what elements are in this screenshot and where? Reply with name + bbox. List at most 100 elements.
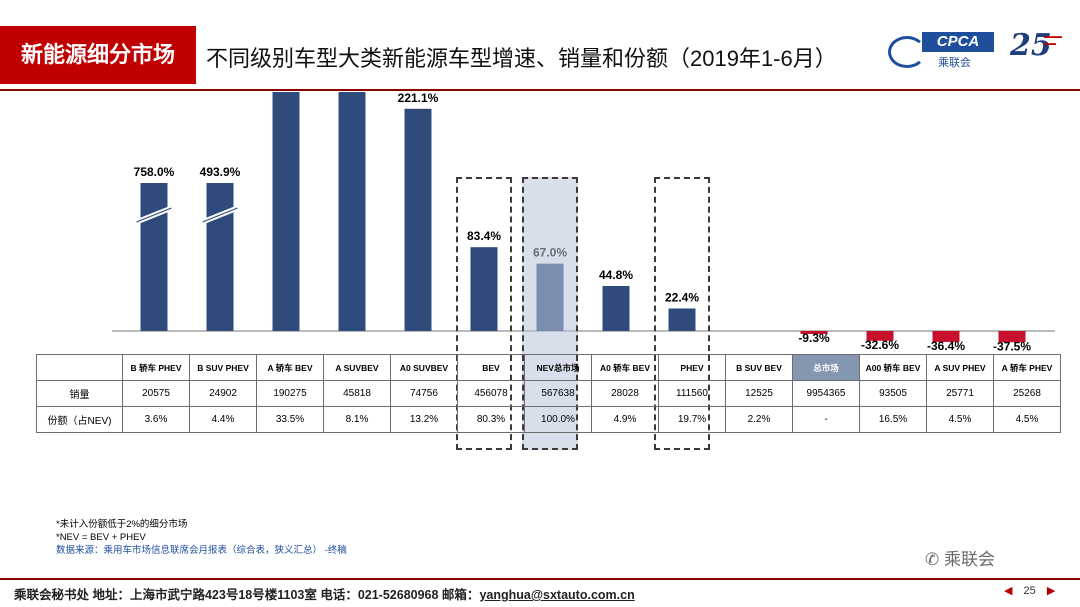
table-cell: 24902 [189,380,257,407]
table-cell: 12525 [725,380,793,407]
header-divider [0,89,1080,91]
table-cell: 4.5% [926,406,994,433]
section-label: 新能源细分市场 [0,26,196,84]
note-nev-definition: *NEV = BEV + PHEV [56,532,146,543]
table-cell: 80.3% [457,406,525,433]
column-header: A 轿车 PHEV [993,354,1061,381]
bar-总市场 [800,331,828,334]
axis-break-mark [136,207,172,223]
table-row: 销量 20575 24902 190275 45818 74756 456078 567638… [36,380,1061,407]
table-cell: 2.2% [725,406,793,433]
column-header: A0 SUVBEV [390,354,458,381]
bar-B 轿车 PHEV [140,183,168,331]
highlight-box-bev [456,177,512,450]
data-label: -36.4% [927,339,965,353]
bar-A SUVBEV [338,92,366,331]
column-header: NEV总市场 [524,354,592,381]
data-label: 44.8% [599,268,633,282]
bar-A 轿车 PHEV [998,331,1026,343]
table-cell: 25268 [993,380,1061,407]
footer-divider [0,578,1080,580]
table-cell: 4.5% [993,406,1061,433]
data-label: 758.0% [134,165,175,179]
data-label: 493.9% [200,165,241,179]
column-header: A00 轿车 BEV [859,354,927,381]
data-label: 83.4% [467,229,501,243]
table-cell: 19.7% [658,406,726,433]
bar-PHEV [668,308,696,331]
note-share-threshold: *未计入份额低于2%的细分市场 [56,519,188,530]
table-cell: 190275 [256,380,324,407]
table-cell: 28028 [591,380,659,407]
growth-bar-chart: 758.0%493.9%272.3%253.3%221.1%83.4%67.0%… [112,92,1055,353]
table-cell: 8.1% [323,406,391,433]
column-header: A 轿车 BEV [256,354,324,381]
slide-title: 不同级别车型大类新能源车型增速、销量和份额（2019年1-6月） [206,46,837,71]
bar-A0 轿车 BEV [602,285,630,331]
column-header: 总市场 [792,354,860,381]
column-header: A SUV PHEV [926,354,994,381]
table-cell: 25771 [926,380,994,407]
pager: ◀ 25 ▶ [1000,584,1059,597]
data-label: -9.3% [798,331,830,345]
table-cell: 9954365 [792,380,860,407]
wechat-watermark: ✆ 乘联会 [925,545,995,570]
table-cell: - [792,406,860,433]
table-header-row: B 轿车 PHEV B SUV PHEV A 轿车 BEV A SUVBEV A0 SU… [36,354,1061,381]
column-header: B 轿车 PHEV [122,354,190,381]
prev-page-button[interactable]: ◀ [1004,585,1013,597]
table-cell: 111560 [658,380,726,407]
table-cell: 4.4% [189,406,257,433]
row-label: 销量 [36,380,123,407]
bar-A 轿车 BEV [272,92,300,331]
axis-break-mark [202,207,238,223]
bar-A0 SUVBEV [404,108,432,332]
header: 新能源细分市场 不同级别车型大类新能源车型增速、销量和份额（2019年1-6月）… [0,0,1080,92]
footer-email[interactable]: yanghua@sxtauto.com.cn [479,588,635,602]
bar-A00 轿车 BEV [866,331,894,341]
data-label: 22.4% [665,290,699,304]
page-number: 25 [1023,585,1036,597]
table-corner-cell [36,354,123,381]
bar-BEV [470,247,498,331]
table-cell: 45818 [323,380,391,407]
table-cell: 16.5% [859,406,927,433]
logo-subtitle: 乘联会 [938,57,971,69]
table-cell: 100.0% [524,406,592,433]
anniversary-number: 25 [1010,28,1052,63]
data-label: 221.1% [398,92,439,105]
table-cell: 456078 [457,380,525,407]
notes: *未计入份额低于2%的细分市场 *NEV = BEV + PHEV 数据来源：乘… [56,518,347,557]
column-header: B SUV PHEV [189,354,257,381]
watermark-text: 乘联会 [943,550,995,569]
bar-B SUV PHEV [206,183,234,331]
column-header: PHEV [658,354,726,381]
logo-text: CPCA [922,32,994,52]
table-cell: 567638 [524,380,592,407]
sales-share-table: B 轿车 PHEV B SUV PHEV A 轿车 BEV A SUVBEV A0 SU… [36,354,1061,433]
row-label: 份额（占NEV) [36,406,123,433]
table-cell: 93505 [859,380,927,407]
anniversary-ribbon-icon: ▬▬▬ ▬▬ [1044,34,1062,47]
wechat-icon: ✆ [925,550,940,569]
cpca-logo: CPCA 乘联会 [888,28,998,69]
table-cell: 13.2% [390,406,458,433]
footer-contact: 乘联会秘书处 地址：上海市武宁路423号18号楼1103室 电话：021-526… [14,588,480,602]
column-header: A0 轿车 BEV [591,354,659,381]
table-cell: 33.5% [256,406,324,433]
table-cell: 74756 [390,380,458,407]
data-label: -32.6% [861,338,899,352]
table-cell: 20575 [122,380,190,407]
data-source: 数据来源：乘用车市场信息联席会月报表（综合表，狭义汇总） -终稿 [56,545,347,556]
next-page-button[interactable]: ▶ [1046,585,1056,597]
bar-A SUV PHEV [932,331,960,342]
column-header: BEV [457,354,525,381]
data-label: -37.5% [993,339,1031,353]
table-cell: 3.6% [122,406,190,433]
table-row: 份额（占NEV) 3.6% 4.4% 33.5% 8.1% 13.2% 80.3% 100.0… [36,406,1061,433]
logo-swoosh-icon [888,36,926,68]
anniversary-logo: 25 ▬▬▬ ▬▬ [1010,24,1072,68]
table-cell: 4.9% [591,406,659,433]
column-header: B SUV BEV [725,354,793,381]
column-header: A SUVBEV [323,354,391,381]
